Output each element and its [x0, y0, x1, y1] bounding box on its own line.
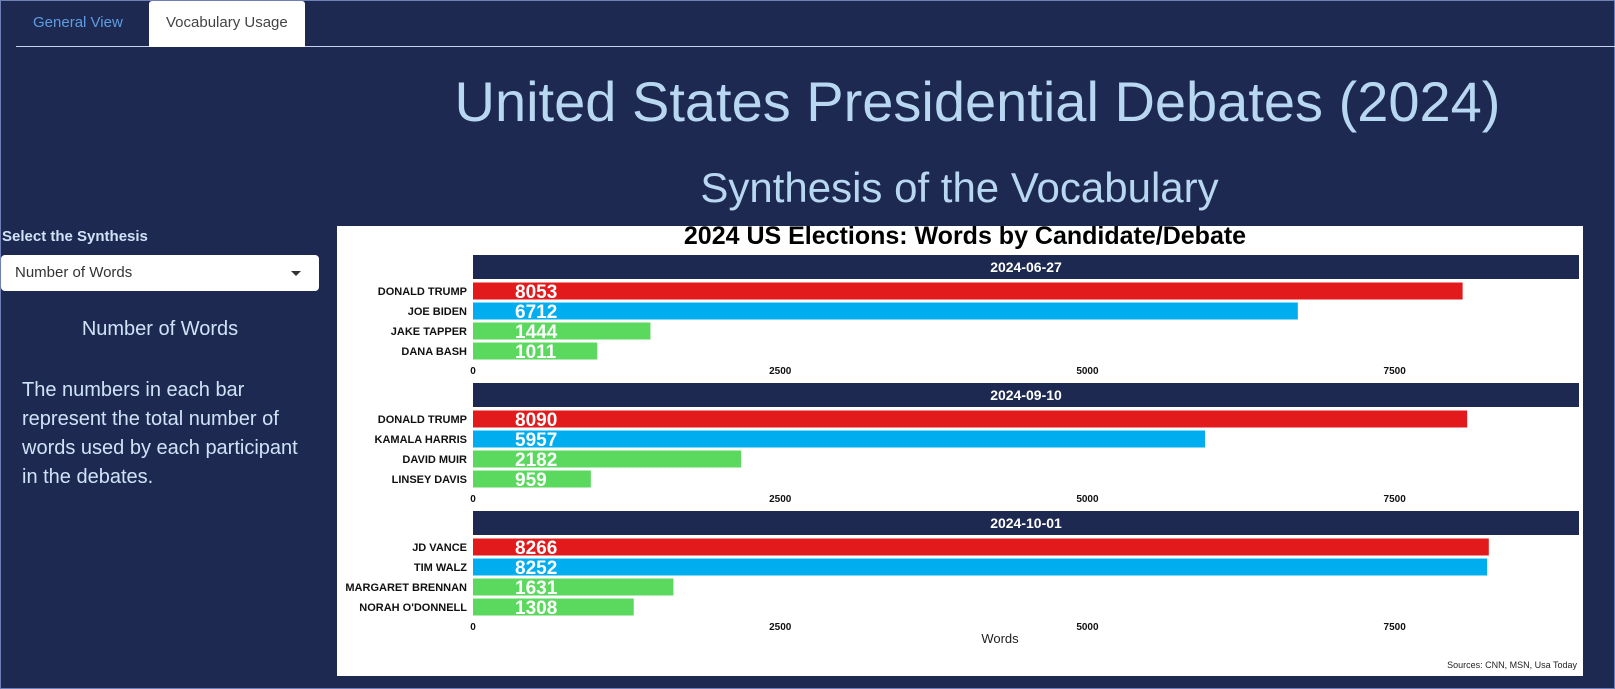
panel-header — [473, 255, 1579, 279]
synthesis-select-value: Number of Words — [15, 264, 133, 281]
participant-label: JOE BIDEN — [408, 306, 467, 318]
tab-vocabulary-usage[interactable]: Vocabulary Usage — [149, 1, 305, 47]
participant-label: JD VANCE — [412, 542, 467, 554]
chart-source: Sources: CNN, MSN, Usa Today — [1447, 660, 1577, 670]
bar — [473, 470, 591, 488]
x-tick-label: 5000 — [1076, 622, 1099, 633]
bar — [473, 430, 1206, 448]
panel-header — [473, 383, 1579, 407]
page-title: United States Presidential Debates (2024… — [454, 70, 1501, 133]
bar-value-label: 5957 — [515, 430, 557, 451]
bar-value-label: 959 — [515, 470, 547, 491]
x-tick-label: 0 — [470, 366, 476, 377]
bar-value-label: 8266 — [515, 538, 557, 559]
x-tick-label: 7500 — [1384, 366, 1407, 377]
panel-date-label: 2024-10-01 — [990, 515, 1062, 531]
panel-date-label: 2024-06-27 — [990, 259, 1062, 275]
participant-label: DONALD TRUMP — [378, 414, 467, 426]
participant-label: JAKE TAPPER — [391, 326, 467, 338]
synthesis-select-label: Select the Synthesis — [2, 228, 148, 245]
participant-label: DAVID MUIR — [402, 454, 467, 466]
tab-bar: General View Vocabulary Usage — [16, 1, 1615, 47]
participant-label: MARGARET BRENNAN — [345, 582, 467, 594]
words-chart: 2024 US Elections: Words by Candidate/De… — [337, 222, 1583, 676]
bar — [473, 558, 1488, 576]
bar-value-label: 8053 — [515, 282, 557, 303]
bar-value-label: 1308 — [515, 598, 557, 619]
chart-svg: 2024 US Elections: Words by Candidate/De… — [345, 222, 1579, 670]
bar — [473, 450, 742, 468]
tab-general-view[interactable]: General View — [33, 14, 123, 31]
participant-label: NORAH O'DONNELL — [359, 602, 467, 614]
synthesis-description: The numbers in each bar represent the to… — [22, 379, 298, 488]
synthesis-select[interactable]: Number of Words — [1, 255, 319, 291]
participant-label: TIM WALZ — [414, 562, 467, 574]
x-tick-label: 0 — [470, 622, 476, 633]
x-axis-label: Words — [981, 631, 1019, 646]
bar — [473, 342, 598, 360]
bar-value-label: 1011 — [515, 342, 557, 363]
bar-value-label: 6712 — [515, 302, 557, 323]
bar — [473, 598, 634, 616]
bar-value-label: 2182 — [515, 450, 557, 471]
x-tick-label: 2500 — [769, 622, 792, 633]
bar — [473, 578, 674, 596]
x-tick-label: 0 — [470, 494, 476, 505]
bar — [473, 302, 1298, 320]
bar-value-label: 1444 — [515, 322, 558, 343]
bar-value-label: 8090 — [515, 410, 557, 431]
x-tick-label: 5000 — [1076, 366, 1099, 377]
x-tick-label: 7500 — [1384, 494, 1407, 505]
page-subtitle: Synthesis of the Vocabulary — [700, 164, 1219, 211]
participant-label: KAMALA HARRIS — [375, 434, 467, 446]
participant-label: LINSEY DAVIS — [392, 474, 467, 486]
x-tick-label: 5000 — [1076, 494, 1099, 505]
bar — [473, 410, 1468, 428]
panel-date-label: 2024-09-10 — [990, 387, 1062, 403]
bar — [473, 538, 1489, 556]
x-tick-label: 7500 — [1384, 622, 1407, 633]
x-tick-label: 2500 — [769, 366, 792, 377]
x-tick-label: 2500 — [769, 494, 792, 505]
bar — [473, 322, 651, 340]
chevron-down-icon — [291, 271, 301, 276]
bar-value-label: 8252 — [515, 558, 557, 579]
synthesis-heading: Number of Words — [81, 318, 239, 340]
participant-label: DANA BASH — [401, 346, 467, 358]
participant-label: DONALD TRUMP — [378, 286, 467, 298]
bar — [473, 282, 1463, 300]
panel-header — [473, 511, 1579, 535]
chart-title: 2024 US Elections: Words by Candidate/De… — [684, 226, 1246, 250]
bar-value-label: 1631 — [515, 578, 558, 599]
